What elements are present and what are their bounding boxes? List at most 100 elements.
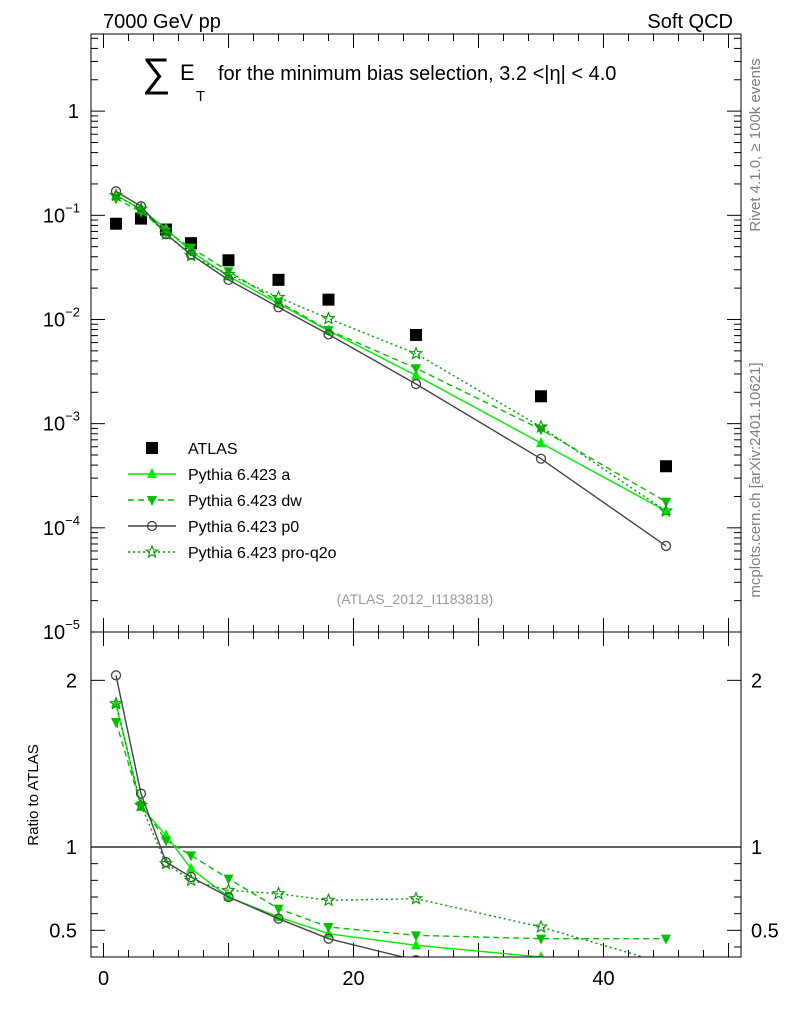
ratio-series-pythia-6-423-pro-q2o xyxy=(108,696,667,957)
ratio-point-pythia-6-423-pro-q2o xyxy=(133,797,149,812)
series-pythia-6-423-pro-q2o xyxy=(108,187,674,518)
data-point-atlas xyxy=(272,273,285,286)
data-point-pythia-6-423-a xyxy=(411,369,421,380)
legend-label: Pythia 6.423 p0 xyxy=(188,519,299,536)
ratio-point-pythia-6-423-p0 xyxy=(662,981,671,990)
ratio-point-pythia-6-423-p0 xyxy=(185,871,197,883)
ratio-point-pythia-6-423-pro-q2o xyxy=(408,891,424,905)
ratio-point-pythia-6-423-dw xyxy=(273,904,284,915)
ratio-line-pythia-6-423-p0 xyxy=(115,675,406,957)
data-point-pythia-6-423-pro-q2o xyxy=(658,503,674,518)
ratio-point-pythia-6-423-p0 xyxy=(273,913,284,924)
ratio-point-pythia-6-423-pro-q2o xyxy=(271,886,286,900)
ratio-point-pythia-6-423-a xyxy=(186,862,196,873)
plot-title: for the minimum bias selection, 3.2 <|η|… xyxy=(218,63,616,85)
data-point-pythia-6-423-dw xyxy=(411,364,421,375)
ratio-point-pythia-6-423-pro-q2o xyxy=(533,919,549,934)
mcplots-label: mcplots.cern.ch [arXiv:2401.10621] xyxy=(747,362,764,597)
ratio-panel: 0.5 0.51 12 20 20 40 Ratio to ATLAS xyxy=(25,631,779,990)
main-axis-ticks: 1 10−1 10−2 10−3 10−4 10−5 xyxy=(43,34,741,644)
ratio-series-group xyxy=(108,670,671,990)
legend-label: Pythia 6.423 dw xyxy=(188,493,302,510)
x-tick-label: 20 xyxy=(342,968,364,990)
ratio-point-pythia-6-423-dw xyxy=(323,923,334,933)
legend-marker xyxy=(146,520,158,532)
y-tick-label: 10−1 xyxy=(43,200,80,227)
ratio-point-pythia-6-423-pro-q2o xyxy=(665,956,667,957)
ratio-y-tick-label-right: 2 xyxy=(751,670,762,692)
ratio-series-pythia-6-423-a xyxy=(111,697,555,957)
x-tick-label: 0 xyxy=(98,968,109,990)
ratio-point-pythia-6-423-dw xyxy=(111,718,121,728)
rivet-version-label: Rivet 4.1.0, ≥ 100k events xyxy=(747,58,764,231)
data-point-pythia-6-423-pro-q2o xyxy=(271,289,286,304)
ratio-axis-ticks: 0.5 0.51 12 20 20 40 xyxy=(49,632,779,990)
data-point-pythia-6-423-p0 xyxy=(535,453,547,464)
ratio-point-pythia-6-423-a xyxy=(273,911,284,921)
main-series-group xyxy=(108,186,674,552)
ratio-y-tick-label: 0.5 xyxy=(49,920,77,942)
ratio-y-tick-label: 2 xyxy=(66,670,77,692)
data-point-pythia-6-423-p0 xyxy=(273,302,284,313)
data-point-atlas xyxy=(410,328,422,341)
ratio-point-pythia-6-423-dw xyxy=(661,934,671,945)
title-subscript: T xyxy=(196,88,205,105)
ratio-point-pythia-6-423-dw xyxy=(223,874,234,885)
data-point-pythia-6-423-pro-q2o xyxy=(183,248,199,262)
x-tick-label: 40 xyxy=(592,968,614,990)
ratio-point-pythia-6-423-pro-q2o xyxy=(321,892,336,907)
y-tick-label: 1 xyxy=(68,101,79,123)
ratio-point-pythia-6-423-pro-q2o xyxy=(108,696,124,710)
legend-item-pythia-6-423-pro-q2o: Pythia 6.423 pro-q2o xyxy=(128,544,337,562)
data-point-atlas xyxy=(135,212,147,225)
data-point-atlas xyxy=(535,390,547,403)
ratio-point-pythia-6-423-pro-q2o xyxy=(158,856,174,870)
ratio-point-pythia-6-423-p0 xyxy=(412,955,420,957)
legend-marker xyxy=(146,442,158,454)
series-line-pythia-6-423-p0 xyxy=(115,190,667,547)
ratio-y-axis-label: Ratio to ATLAS xyxy=(25,744,42,845)
data-point-pythia-6-423-dw xyxy=(323,326,334,337)
ratio-y-tick-label: 1 xyxy=(66,837,77,859)
ratio-point-pythia-6-423-pro-q2o xyxy=(183,872,199,887)
data-point-atlas xyxy=(322,293,335,306)
ratio-frame xyxy=(90,631,742,958)
legend: ATLAS Pythia 6.423 a Pythia 6.423 dw Pythia… xyxy=(128,441,337,562)
legend-marker xyxy=(144,544,160,559)
data-point-pythia-6-423-p0 xyxy=(323,329,334,340)
title-variable: E xyxy=(180,60,195,85)
legend-label: ATLAS xyxy=(188,441,238,458)
ratio-line-pythia-6-423-dw xyxy=(115,721,666,940)
data-point-pythia-6-423-pro-q2o xyxy=(321,311,336,325)
data-point-pythia-6-423-pro-q2o xyxy=(133,201,149,216)
title-sum-symbol: ∑ xyxy=(142,51,171,95)
ratio-point-pythia-6-423-a xyxy=(411,939,421,950)
ratio-point-pythia-6-423-p0 xyxy=(110,670,122,681)
data-point-pythia-6-423-pro-q2o xyxy=(408,346,424,360)
data-point-atlas xyxy=(660,460,672,473)
data-point-pythia-6-423-pro-q2o xyxy=(221,267,236,281)
data-point-atlas xyxy=(222,254,235,267)
ratio-point-pythia-6-423-dw xyxy=(411,931,421,942)
ratio-y-tick-label-right: 1 xyxy=(751,837,762,859)
legend-marker xyxy=(147,496,157,506)
data-point-pythia-6-423-dw xyxy=(223,267,234,278)
data-point-pythia-6-423-a xyxy=(536,437,546,448)
ratio-point-pythia-6-423-dw xyxy=(186,851,196,862)
legend-item-atlas: ATLAS xyxy=(146,441,238,458)
data-point-pythia-6-423-pro-q2o xyxy=(108,187,124,202)
data-point-pythia-6-423-pro-q2o xyxy=(533,419,549,434)
legend-item-pythia-6-423-p0: Pythia 6.423 p0 xyxy=(128,519,299,536)
ratio-series-clipped xyxy=(108,670,671,990)
ratio-point-pythia-6-423-pro-q2o xyxy=(221,882,236,897)
ratio-point-pythia-6-423-p0 xyxy=(323,933,334,944)
data-point-pythia-6-423-p0 xyxy=(410,378,422,390)
data-point-pythia-6-423-p0 xyxy=(223,274,234,286)
y-tick-label: 10−5 xyxy=(43,617,80,644)
data-point-pythia-6-423-dw xyxy=(661,497,671,508)
ratio-line-pythia-6-423-pro-q2o xyxy=(115,703,646,957)
legend-item-pythia-6-423-dw: Pythia 6.423 dw xyxy=(128,493,302,510)
data-point-atlas xyxy=(110,217,122,230)
energy-label: 7000 GeV pp xyxy=(103,11,221,33)
ratio-point-pythia-6-423-dw xyxy=(161,836,171,847)
